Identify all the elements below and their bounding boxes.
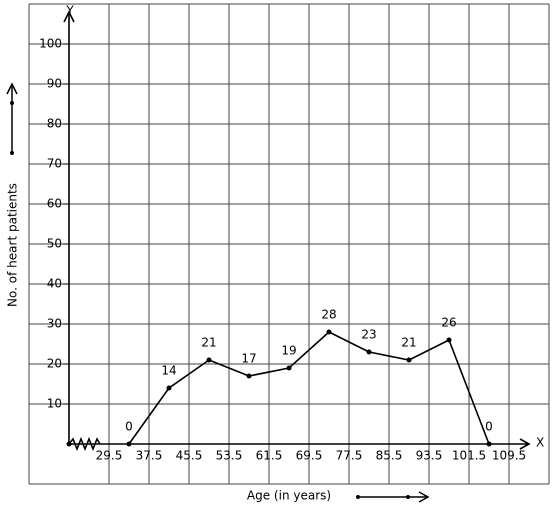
data-point <box>166 385 172 391</box>
x-tick-label: 109.5 <box>492 449 526 463</box>
y-label-arrow <box>6 82 18 155</box>
data-point <box>486 441 492 447</box>
series-line <box>128 331 490 445</box>
data-point <box>126 441 132 447</box>
y-tick-label: 60 <box>47 197 62 211</box>
y-tick-label: 20 <box>47 357 62 371</box>
y-tick-label: 90 <box>47 77 62 91</box>
x-tick-label: 69.5 <box>296 449 323 463</box>
y-tick-label: 100 <box>39 37 62 51</box>
y-axis-name: Y <box>65 4 74 18</box>
y-tick-label: 10 <box>47 397 62 411</box>
x-tick-label: 61.5 <box>256 449 283 463</box>
plot: 0 14 21 17 19 28 23 21 26 0 <box>125 308 493 447</box>
x-tick-label: 85.5 <box>376 449 403 463</box>
data-point <box>206 357 212 363</box>
data-point <box>286 365 292 371</box>
data-label: 0 <box>125 420 133 434</box>
data-label: 14 <box>161 364 176 378</box>
data-label: 21 <box>201 336 216 350</box>
x-axis-arrow <box>519 438 531 450</box>
grid <box>29 4 549 484</box>
axis-break <box>68 436 101 452</box>
x-tick-label: 29.5 <box>96 449 123 463</box>
data-point <box>326 329 332 335</box>
x-tick-label: 53.5 <box>216 449 243 463</box>
data-label: 23 <box>361 328 376 342</box>
data-point <box>246 373 252 379</box>
y-tick-label: 70 <box>47 157 62 171</box>
data-label: 26 <box>441 316 456 330</box>
data-label: 0 <box>485 420 493 434</box>
x-tick-label: 37.5 <box>136 449 163 463</box>
x-axis-label: Age (in years) <box>247 489 331 503</box>
y-axis-arrow <box>63 10 75 23</box>
origin-dot <box>66 441 72 447</box>
y-tick-label: 80 <box>47 117 62 131</box>
data-label: 19 <box>281 344 296 358</box>
data-point <box>366 349 372 355</box>
x-label-arrow <box>356 491 430 503</box>
data-point <box>406 357 412 363</box>
x-axis-name: X <box>536 436 544 450</box>
x-tick-label: 93.5 <box>416 449 443 463</box>
data-point <box>446 337 452 343</box>
x-tick-label: 45.5 <box>176 449 203 463</box>
data-label: 17 <box>241 352 256 366</box>
y-tick-label: 50 <box>47 237 62 251</box>
y-tick-label: 30 <box>47 317 62 331</box>
data-label: 28 <box>321 308 336 322</box>
y-axis-label: No. of heart patients <box>6 183 20 307</box>
y-tick-label: 40 <box>47 277 62 291</box>
x-tick-label: 77.5 <box>336 449 363 463</box>
data-label: 21 <box>401 336 416 350</box>
x-tick-label: 101.5 <box>452 449 486 463</box>
